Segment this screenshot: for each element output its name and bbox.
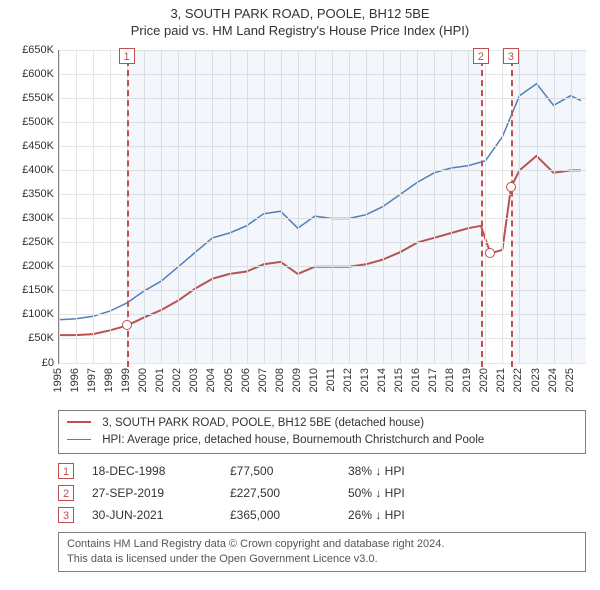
x-axis-label: 1998 (103, 368, 115, 392)
gridline-h (59, 363, 586, 364)
chart-title: 3, SOUTH PARK ROAD, POOLE, BH12 5BE (10, 6, 590, 22)
x-axis-label: 2017 (427, 368, 439, 392)
x-axis-label: 1996 (69, 368, 81, 392)
footer-attribution: Contains HM Land Registry data © Crown c… (58, 532, 586, 572)
figure-root: 3, SOUTH PARK ROAD, POOLE, BH12 5BE Pric… (0, 0, 600, 590)
y-axis-label: £150K (22, 284, 54, 296)
data-point (485, 248, 495, 258)
event-diff: 50% ↓ HPI (348, 486, 586, 500)
event-id-badge: 1 (58, 463, 74, 479)
legend: 3, SOUTH PARK ROAD, POOLE, BH12 5BE (det… (58, 410, 586, 455)
x-axis-label: 2009 (291, 368, 303, 392)
chart: 1 23 £0 £50K £100K £150K £200K £250K £300K £350K… (10, 46, 590, 406)
data-point (122, 320, 132, 330)
title-block: 3, SOUTH PARK ROAD, POOLE, BH12 5BE Pric… (10, 6, 590, 40)
y-axis-label: £300K (22, 212, 54, 224)
y-axis-label: £600K (22, 68, 54, 80)
event-diff: 26% ↓ HPI (348, 508, 586, 522)
event-row: 1 18-DEC-1998 £77,500 38% ↓ HPI (58, 460, 586, 482)
gridline-v (502, 50, 503, 363)
gridline-v (485, 50, 486, 363)
footer-line: Contains HM Land Registry data © Crown c… (67, 537, 577, 552)
x-axis-label: 2022 (512, 368, 524, 392)
x-axis-label: 2006 (240, 368, 252, 392)
event-date: 27-SEP-2019 (92, 486, 212, 500)
x-axis-label: 2003 (188, 368, 200, 392)
event-id-badge: 2 (58, 485, 74, 501)
x-axis-label: 2020 (478, 368, 490, 392)
y-axis-label: £450K (22, 140, 54, 152)
plot-area: 1 23 (58, 50, 586, 364)
x-axis-label: 1995 (52, 368, 64, 392)
y-axis-label: £650K (22, 44, 54, 56)
x-axis-label: 2025 (564, 368, 576, 392)
event-marker-line (511, 50, 513, 367)
x-axis-label: 2007 (257, 368, 269, 392)
legend-item-hpi: HPI: Average price, detached house, Bour… (67, 432, 577, 449)
y-axis-label: £500K (22, 116, 54, 128)
x-axis-label: 2015 (393, 368, 405, 392)
y-axis-label: £200K (22, 260, 54, 272)
x-axis-label: 2024 (547, 368, 559, 392)
event-diff: 38% ↓ HPI (348, 464, 586, 478)
legend-label: HPI: Average price, detached house, Bour… (102, 434, 484, 446)
footer-line: This data is licensed under the Open Gov… (67, 552, 577, 567)
x-axis-label: 2004 (205, 368, 217, 392)
gridline-v (76, 50, 77, 363)
event-id-badge: 3 (58, 507, 74, 523)
gridline-v (110, 50, 111, 363)
event-marker-line (481, 50, 483, 367)
event-date: 30-JUN-2021 (92, 508, 212, 522)
event-price: £227,500 (230, 486, 330, 500)
x-axis-label: 1997 (86, 368, 98, 392)
legend-item-price-paid: 3, SOUTH PARK ROAD, POOLE, BH12 5BE (det… (67, 415, 577, 432)
data-point (506, 182, 516, 192)
y-axis-label: £400K (22, 164, 54, 176)
gridline-v (59, 50, 60, 363)
event-marker-badge: 3 (503, 48, 519, 64)
legend-swatch-blue-icon (67, 439, 91, 440)
shade-band (127, 50, 481, 363)
shade-band (511, 50, 586, 363)
x-axis-label: 2013 (359, 368, 371, 392)
event-row: 3 30-JUN-2021 £365,000 26% ↓ HPI (58, 504, 586, 526)
x-axis-label: 2011 (325, 368, 337, 392)
x-axis-label: 2012 (342, 368, 354, 392)
legend-label: 3, SOUTH PARK ROAD, POOLE, BH12 5BE (det… (102, 417, 424, 429)
events-table: 1 18-DEC-1998 £77,500 38% ↓ HPI 2 27-SEP-2019… (58, 460, 586, 526)
y-axis-label: £100K (22, 308, 54, 320)
event-row: 2 27-SEP-2019 £227,500 50% ↓ HPI (58, 482, 586, 504)
event-date: 18-DEC-1998 (92, 464, 212, 478)
y-axis-label: £350K (22, 188, 54, 200)
x-axis-label: 2019 (461, 368, 473, 392)
x-axis-label: 2002 (171, 368, 183, 392)
x-axis-label: 2005 (223, 368, 235, 392)
x-axis-label: 2016 (410, 368, 422, 392)
y-axis-label: £550K (22, 92, 54, 104)
y-axis-label: £0 (42, 357, 54, 369)
event-price: £77,500 (230, 464, 330, 478)
y-axis-label: £50K (28, 332, 54, 344)
x-axis-label: 2018 (444, 368, 456, 392)
x-axis-label: 1999 (120, 368, 132, 392)
event-price: £365,000 (230, 508, 330, 522)
event-marker-badge: 1 (119, 48, 135, 64)
legend-swatch-red-icon (67, 421, 91, 423)
gridline-v (93, 50, 94, 363)
x-axis-label: 2023 (530, 368, 542, 392)
x-axis-label: 2010 (308, 368, 320, 392)
x-axis-label: 2021 (495, 368, 507, 392)
event-marker-badge: 2 (473, 48, 489, 64)
x-axis-label: 2014 (376, 368, 388, 392)
y-axis-label: £250K (22, 236, 54, 248)
chart-subtitle: Price paid vs. HM Land Registry's House … (10, 23, 590, 39)
event-marker-line (127, 50, 129, 367)
x-axis-label: 2001 (154, 368, 166, 392)
x-axis-label: 2000 (137, 368, 149, 392)
x-axis-label: 2008 (274, 368, 286, 392)
